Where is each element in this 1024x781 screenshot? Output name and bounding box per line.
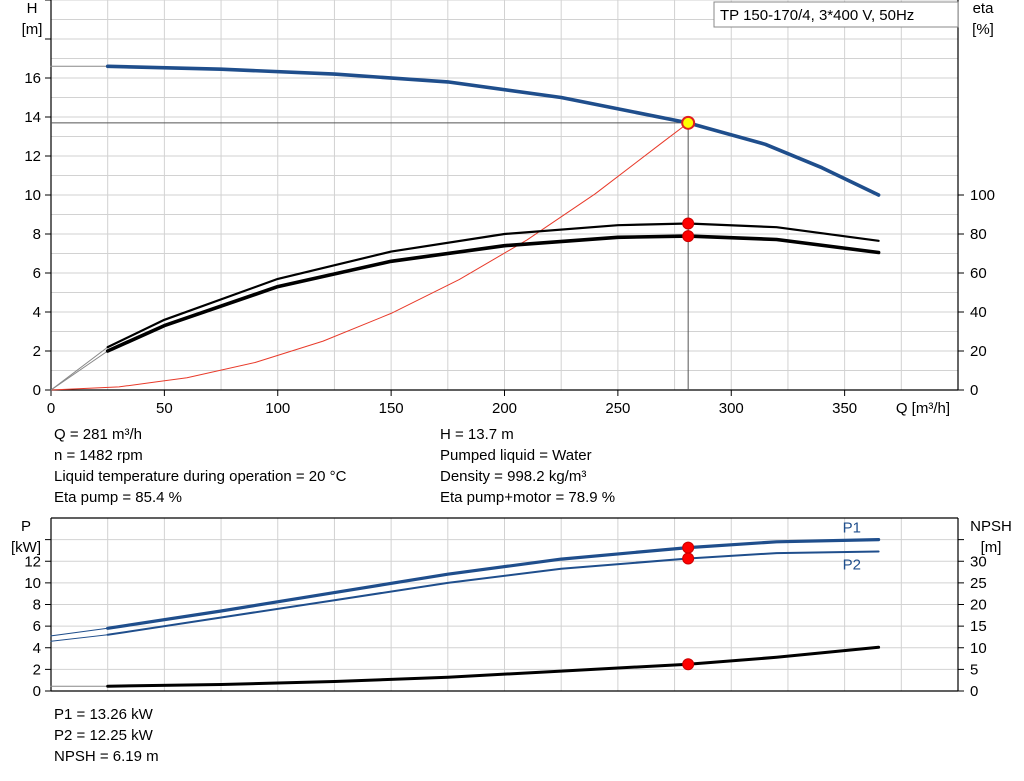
x-axis-label: Q [m³/h] [896,400,950,417]
y-left-tick-label: 4 [33,640,41,657]
y-right-tick-label: 20 [970,343,987,360]
head-curve [105,64,881,197]
x-tick-label: 0 [47,400,55,417]
p2-curve [106,550,880,636]
p1-point [682,541,695,554]
x-tick-label: 300 [719,400,744,417]
info-p1: P1 = 13.26 kW [54,706,153,723]
duty-point [681,115,696,130]
y-left-tick-label: 0 [33,683,41,700]
info-power-block: P1 = 13.26 kW P2 = 12.25 kW NPSH = 6.19 … [54,704,159,767]
x-tick-label: 50 [156,400,173,417]
y-left-axis-label: P [21,518,31,535]
eta-pump-point [682,217,695,230]
info-head: H = 13.7 m [440,426,514,443]
y-right-axis-unit: [m] [981,539,1002,556]
y-left-tick-label: 10 [24,187,41,204]
npsh-point [682,658,695,671]
y-right-axis-label: eta [973,0,995,17]
y-left-tick-label: 2 [33,661,41,678]
y-right-tick-label: 80 [970,226,987,243]
system-curve [50,122,689,391]
y-left-tick-label: 10 [24,575,41,592]
y-left-tick-label: 8 [33,226,41,243]
y-right-tick-label: 15 [970,618,987,635]
info-density: Density = 998.2 kg/m³ [440,468,587,485]
eta-pump-curve-extension [50,346,109,391]
y-left-axis-unit: [m] [22,21,43,38]
npsh-curve [106,645,881,688]
info-npsh: NPSH = 6.19 m [54,748,159,765]
y-right-axis-label: NPSH [970,518,1012,535]
p1-curve-extension [50,627,109,637]
y-left-tick-label: 8 [33,597,41,614]
x-tick-label: 350 [832,400,857,417]
y-right-tick-label: 0 [970,683,978,700]
y-left-tick-label: 12 [24,553,41,570]
y-left-tick-label: 16 [24,70,41,87]
x-tick-label: 100 [265,400,290,417]
y-left-axis-unit: [kW] [11,539,41,556]
y-right-tick-label: 100 [970,187,995,204]
info-eta-pump: Eta pump = 85.4 % [54,489,182,506]
y-right-axis-unit: [%] [972,21,994,38]
p1-series-label: P1 [843,520,861,537]
info-pumped-liquid: Pumped liquid = Water [440,447,592,464]
info-flow: Q = 281 m³/h [54,426,142,443]
y-left-tick-label: 4 [33,304,41,321]
y-right-tick-label: 20 [970,597,987,614]
y-right-tick-label: 10 [970,640,987,657]
y-right-tick-label: 5 [970,661,978,678]
info-liquid-temperature: Liquid temperature during operation = 20… [54,468,347,485]
y-left-tick-label: 12 [24,148,41,165]
y-right-tick-label: 40 [970,304,987,321]
y-right-tick-label: 25 [970,575,987,592]
eta-pump-curve [106,222,880,349]
eta-pump-motor-curve-extension [50,350,109,391]
y-right-tick-label: 0 [970,382,978,399]
x-tick-label: 200 [492,400,517,417]
y-left-tick-label: 2 [33,343,41,360]
info-speed: n = 1482 rpm [54,447,143,464]
title-box [713,1,959,28]
p2-curve-extension [50,634,109,642]
y-left-tick-label: 14 [24,109,41,126]
p2-point [682,552,695,565]
y-left-axis-label: H [27,0,38,17]
x-tick-label: 250 [605,400,630,417]
info-p2: P2 = 12.25 kW [54,727,153,744]
y-left-tick-label: 0 [33,382,41,399]
y-left-tick-label: 6 [33,265,41,282]
eta-pump-motor-point [682,230,695,243]
p1-curve [106,538,881,630]
p2-series-label: P2 [843,557,861,574]
info-right-block: H = 13.7 m Pumped liquid = Water Density… [440,424,615,508]
chart-title: TP 150-170/4, 3*400 V, 50Hz [720,7,914,24]
info-left-block: Q = 281 m³/h n = 1482 rpm Liquid tempera… [54,424,346,508]
x-tick-label: 150 [379,400,404,417]
y-right-tick-label: 60 [970,265,987,282]
eta-pump-motor-curve [105,234,881,353]
y-right-tick-label: 30 [970,553,987,570]
y-left-tick-label: 6 [33,618,41,635]
info-eta-pump-motor: Eta pump+motor = 78.9 % [440,489,616,506]
